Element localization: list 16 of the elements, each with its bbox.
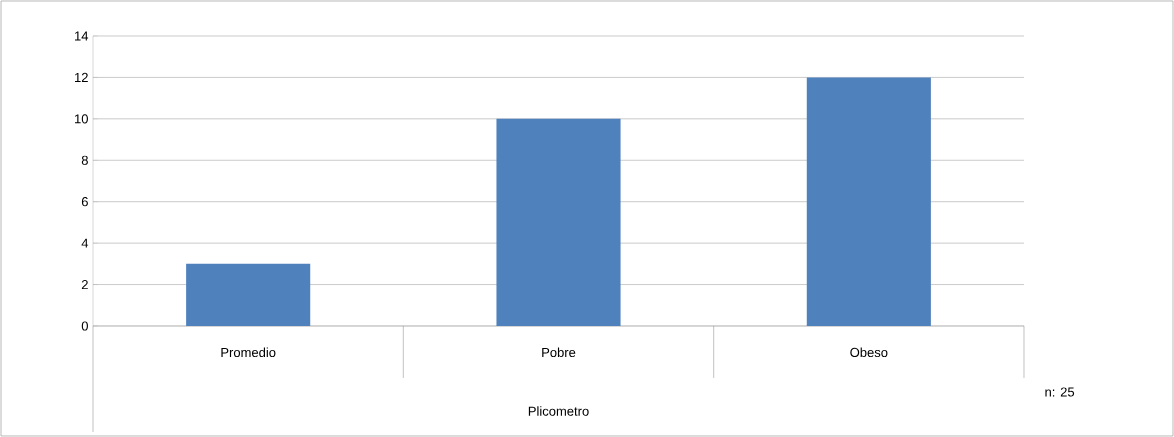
x-axis-title: Plicometro <box>528 406 589 416</box>
y-tick-label: 0 <box>81 321 88 331</box>
bar <box>496 118 621 326</box>
y-tick-label: 10 <box>75 114 88 124</box>
text: n: 25 <box>1045 387 1075 397</box>
bar <box>186 263 311 326</box>
y-tick-label: 14 <box>75 31 89 41</box>
x-tick-label: Obeso <box>850 347 888 358</box>
y-tick-label: 8 <box>81 155 88 165</box>
y-tick-label: 12 <box>75 72 88 82</box>
y-tick-label: 4 <box>81 238 89 248</box>
y-tick-label: 6 <box>81 197 88 207</box>
x-tick-label: Promedio <box>221 347 276 358</box>
bar <box>806 77 931 326</box>
y-tick-label: 2 <box>81 280 88 290</box>
x-tick-label: Pobre <box>542 347 576 358</box>
